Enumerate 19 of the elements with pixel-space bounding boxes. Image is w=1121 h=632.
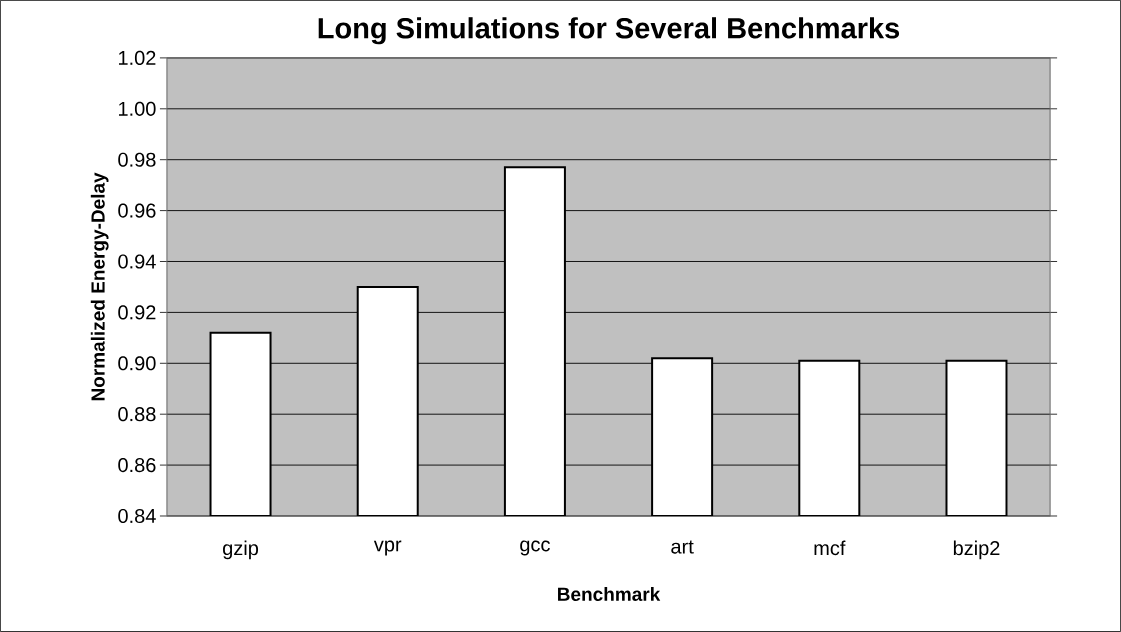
y-tick-label: 0.98 xyxy=(118,152,156,167)
x-axis-title: Benchmark xyxy=(558,587,661,602)
y-tick-label: 0.96 xyxy=(118,203,156,218)
y-tick-label: 1.02 xyxy=(118,50,156,66)
x-tick-label: vpr xyxy=(373,540,402,556)
chart-title: Long Simulations for Several Benchmarks xyxy=(318,17,900,45)
y-axis-title: Normalized Energy-Delay xyxy=(90,172,109,401)
y-tick-label: 0.86 xyxy=(118,458,156,473)
x-tick-label: gcc xyxy=(520,540,550,556)
y-tick-label: 0.94 xyxy=(118,254,156,269)
y-tick-label: 0.90 xyxy=(118,356,156,371)
x-tick-label: art xyxy=(671,540,694,554)
y-tick-label: 0.92 xyxy=(118,305,156,320)
x-tick-label: mcf xyxy=(814,540,846,556)
x-tick-label: gzip xyxy=(223,540,259,560)
x-tick-label: bzip2 xyxy=(953,540,1000,560)
y-tick-label: 0.88 xyxy=(118,407,156,422)
y-tick-label: 0.84 xyxy=(118,508,156,524)
y-tick-label: 1.00 xyxy=(118,101,156,116)
